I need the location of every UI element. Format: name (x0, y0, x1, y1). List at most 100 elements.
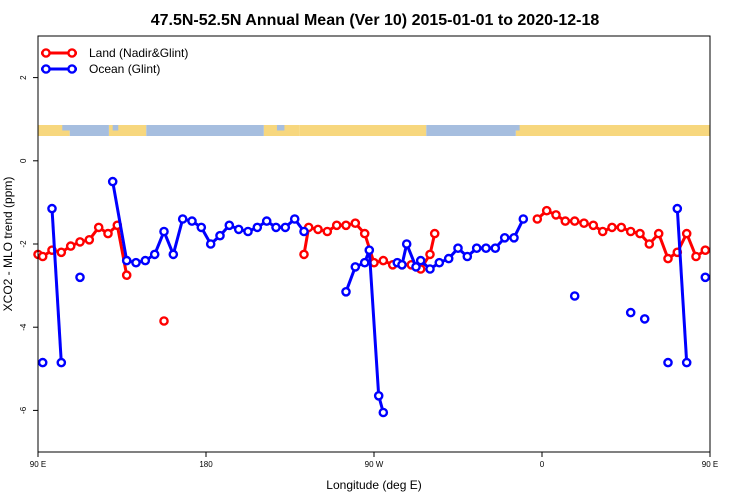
data-point (331, 220, 342, 231)
data-point (373, 390, 384, 401)
data-point (159, 316, 169, 326)
data-point (597, 226, 608, 237)
legend-marker (67, 64, 77, 74)
data-point (434, 257, 445, 268)
data-point (532, 214, 543, 224)
data-point (280, 222, 291, 233)
data-point (243, 226, 253, 237)
data-point (551, 210, 561, 220)
data-point (653, 228, 664, 239)
x-tick-label: 90 E (30, 460, 46, 469)
data-point (541, 205, 552, 216)
legend-marker (41, 64, 51, 74)
data-point (672, 203, 683, 214)
data-point (579, 218, 589, 228)
data-point (359, 257, 370, 268)
series-line (675, 208, 689, 363)
data-point (131, 257, 141, 268)
y-tick-label: 2 (19, 75, 28, 80)
data-point (313, 224, 323, 235)
data-point (299, 249, 309, 260)
data-point (140, 255, 151, 266)
data-point (700, 272, 711, 283)
data-point (299, 226, 309, 237)
x-tick-label: 0 (540, 460, 545, 469)
landmask-band (426, 125, 516, 136)
y-axis-label: XCO2 - MLO trend (ppm) (1, 177, 15, 312)
data-point (177, 214, 188, 224)
data-point (425, 249, 435, 260)
data-point (56, 247, 67, 258)
landmask-notch (62, 125, 72, 131)
data-point (233, 224, 244, 235)
y-tick-label: 0 (19, 158, 28, 163)
series-group (37, 176, 711, 418)
data-point (224, 220, 235, 231)
data-point (75, 237, 85, 247)
data-point (168, 249, 179, 260)
data-point (490, 243, 501, 253)
data-point (341, 286, 351, 297)
landmask-notch (276, 125, 285, 131)
data-point (681, 357, 692, 368)
data-point (663, 253, 673, 264)
data-point (481, 243, 491, 253)
data-point (518, 214, 529, 224)
data-point (159, 226, 169, 237)
data-point (261, 216, 272, 226)
data-point (215, 230, 225, 241)
data-point (429, 228, 440, 239)
landmask-band (515, 125, 710, 136)
data-point (415, 255, 426, 266)
data-point (37, 357, 48, 368)
landmask-notch (112, 125, 119, 131)
data-point (187, 216, 197, 226)
data-point (350, 218, 361, 228)
data-point (341, 220, 351, 231)
data-point (289, 214, 300, 224)
data-point (47, 203, 57, 214)
data-point (350, 262, 361, 272)
data-point (644, 239, 655, 249)
chart-title: 47.5N-52.5N Annual Mean (Ver 10) 2015-01… (151, 12, 600, 29)
series-line (396, 218, 525, 271)
data-point (691, 251, 701, 262)
data-point (359, 228, 370, 239)
data-point (588, 220, 599, 231)
data-point (149, 249, 160, 260)
data-point (196, 222, 207, 233)
data-point (378, 255, 389, 266)
data-point (271, 222, 281, 233)
data-point (635, 228, 645, 239)
data-point (205, 239, 216, 249)
data-point (700, 245, 711, 255)
data-point (378, 407, 389, 418)
y-tick-label: -6 (19, 406, 28, 414)
data-point (569, 291, 580, 301)
y-tick-label: -2 (19, 240, 28, 248)
data-point (499, 232, 510, 243)
data-point (252, 222, 263, 233)
landmask-band (146, 125, 264, 136)
data-point (322, 226, 333, 237)
data-point (607, 222, 617, 233)
landmask-band (69, 125, 109, 136)
data-point (569, 216, 580, 226)
x-tick-label: 90 W (365, 460, 384, 469)
data-point (625, 307, 636, 318)
landmask-band (38, 125, 70, 136)
landmask-notch (504, 125, 520, 131)
data-point (121, 270, 132, 281)
data-point (56, 357, 67, 368)
data-point (93, 222, 104, 233)
landmask-strip (38, 125, 710, 136)
data-point (443, 253, 454, 264)
data-point (663, 357, 673, 368)
y-axis: 2 0 -2 -4 -6 (19, 75, 38, 414)
x-axis: 90 E 180 90 W 0 90 E (30, 452, 718, 469)
legend-marker (67, 48, 77, 58)
legend-entry: Land (Nadir&Glint) (89, 46, 188, 60)
legend: Land (Nadir&Glint) Ocean (Glint) (41, 46, 188, 76)
data-point (462, 251, 473, 262)
